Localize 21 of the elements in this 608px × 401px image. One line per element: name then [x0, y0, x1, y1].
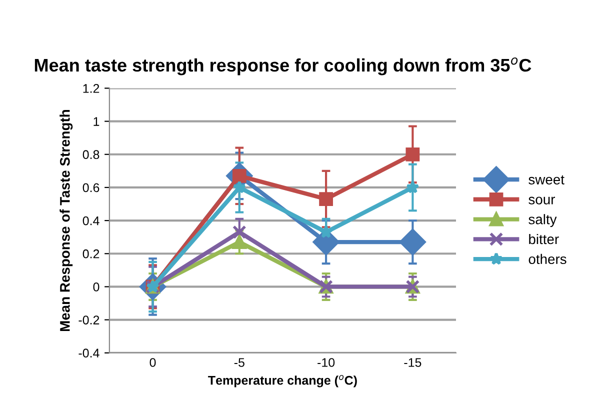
x-tick-label: -10 [318, 358, 335, 367]
legend-label: bitter [529, 234, 559, 244]
x-tick-label: -15 [404, 358, 422, 367]
y-tick-label: 0.8 [82, 150, 100, 160]
y-tick-label: 0 [93, 282, 100, 292]
x-axis-title: Temperature change ($^{o}$C) [208, 374, 357, 388]
y-tick-label: 0.2 [82, 249, 100, 258]
legend-label: sweet [528, 175, 564, 184]
chart-title: Mean taste strength response for cooling down from 35$^{o}$C [34, 57, 532, 76]
x-tick-label: -5 [234, 358, 244, 367]
legend-label: others [528, 254, 566, 264]
y-axis-title: Mean Response of Taste Strength [60, 110, 73, 331]
x-tick-label: 0 [150, 358, 156, 367]
y-tick-label: -0.2 [78, 316, 100, 324]
y-tick-label: 0.4 [82, 216, 100, 226]
legend-label: sour [528, 196, 555, 204]
y-tick-label: 1 [94, 117, 100, 126]
y-tick-label: -0.4 [78, 348, 100, 358]
legend-label: salty [528, 214, 557, 228]
y-tick-label: 0.6 [82, 183, 100, 192]
y-tick-label: 1.2 [83, 84, 100, 93]
